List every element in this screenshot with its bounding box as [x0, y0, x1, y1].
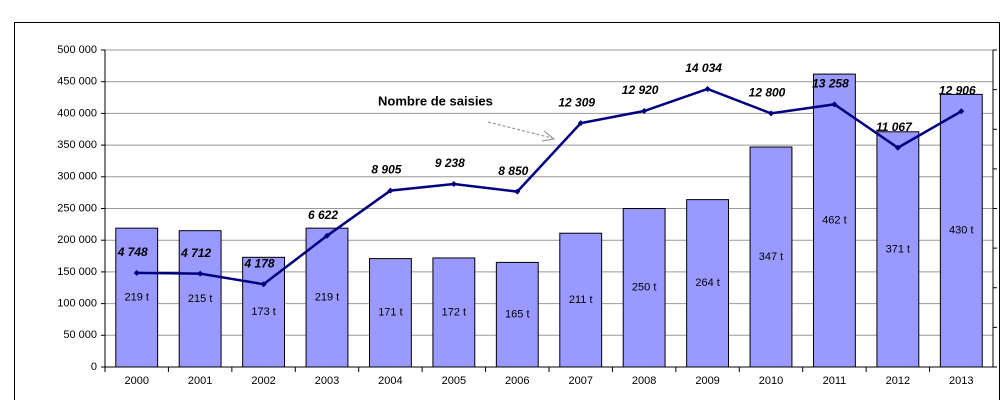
bar-label: 219 t	[315, 291, 339, 303]
line-label: 12 800	[749, 86, 786, 100]
bar-label: 165 t	[505, 309, 529, 321]
x-tick-label: 2007	[568, 375, 592, 387]
line-marker	[260, 281, 267, 288]
bar-label: 172 t	[442, 306, 466, 318]
bar-label: 219 t	[124, 291, 148, 303]
line-label: 8 905	[371, 163, 401, 177]
x-tick-label: 2001	[188, 375, 212, 387]
line-marker	[324, 232, 330, 239]
bar	[939, 93, 983, 368]
line	[136, 87, 962, 286]
line-marker	[133, 269, 140, 276]
y-tick-label: 450 000	[57, 76, 97, 88]
bar	[559, 232, 603, 368]
y-tick-label: 200 000	[57, 234, 97, 246]
y-tick-label: 250 000	[57, 202, 97, 214]
y-tick-label: 350 000	[57, 139, 97, 151]
line-label: 12 920	[622, 83, 659, 97]
x-tick-label: 2008	[632, 375, 656, 387]
bar	[115, 227, 159, 368]
line-label: 4 748	[117, 245, 148, 259]
line-label: 4 178	[244, 256, 275, 270]
line-marker	[387, 187, 394, 194]
bar-label: 173 t	[251, 306, 275, 318]
line-marker	[197, 270, 204, 277]
line-label: 12 906	[939, 83, 976, 97]
x-tick-label: 2004	[378, 375, 402, 387]
line-marker	[641, 108, 648, 115]
bar	[749, 146, 793, 368]
line-marker	[577, 120, 584, 127]
line-label: 13 258	[812, 76, 849, 90]
y-tick-label: 100 000	[57, 298, 97, 310]
bar	[305, 227, 349, 368]
x-tick-label: 2012	[886, 375, 910, 387]
line-marker	[450, 180, 457, 187]
bar	[876, 131, 920, 368]
bar-label: 211 t	[569, 294, 593, 306]
line-label: 12 309	[558, 95, 595, 109]
y-tick-label: 50 000	[63, 329, 97, 341]
bar-label: 264 t	[695, 277, 719, 289]
y-tick-label: 0	[91, 361, 97, 373]
line-marker	[831, 101, 838, 108]
line-label: 4 712	[180, 246, 211, 260]
line-marker	[894, 144, 901, 151]
line-marker	[768, 110, 774, 117]
bar-label: 250 t	[632, 282, 656, 294]
annotation-arrow	[487, 121, 553, 139]
bar	[432, 257, 476, 368]
bar	[368, 258, 412, 368]
line-marker	[514, 188, 521, 195]
line-label: 6 622	[308, 208, 338, 222]
bar-label: 430 t	[949, 225, 973, 237]
x-tick-label: 2011	[823, 375, 847, 387]
y-tick-label: 300 000	[57, 171, 97, 183]
chart-frame	[14, 22, 1000, 400]
x-tick-label: 2006	[505, 375, 529, 387]
y-tick-label: 400 000	[57, 107, 97, 119]
line-label: 14 034	[685, 61, 722, 75]
line-label: 8 850	[498, 164, 528, 178]
bar	[178, 230, 222, 368]
x-tick-label: 2013	[949, 375, 973, 387]
bar-label: 215 t	[188, 293, 212, 305]
line-label: 9 238	[435, 156, 465, 170]
bar	[495, 261, 539, 368]
x-tick-label: 2009	[695, 375, 719, 387]
bar	[686, 199, 730, 368]
annotation: Nombre de saisies	[378, 93, 493, 108]
bar-label: 347 t	[759, 251, 783, 263]
line-label: 11 067	[876, 120, 913, 134]
line-marker	[704, 85, 711, 92]
bar	[242, 256, 286, 368]
bar-label: 462 t	[822, 214, 846, 226]
x-tick-label: 2000	[124, 375, 148, 387]
bar	[622, 208, 666, 368]
x-tick-label: 2005	[442, 375, 466, 387]
x-tick-label: 2010	[759, 375, 783, 387]
x-tick-label: 2002	[251, 375, 275, 387]
x-tick-label: 2003	[315, 375, 339, 387]
bar-label: 371 t	[886, 243, 910, 255]
bar-label: 171 t	[378, 307, 402, 319]
y-tick-label: 150 000	[57, 266, 97, 278]
line-marker	[958, 108, 965, 115]
bar	[812, 73, 856, 368]
y-tick-label: 500 000	[57, 44, 97, 56]
annotation-arrowhead	[541, 130, 556, 142]
